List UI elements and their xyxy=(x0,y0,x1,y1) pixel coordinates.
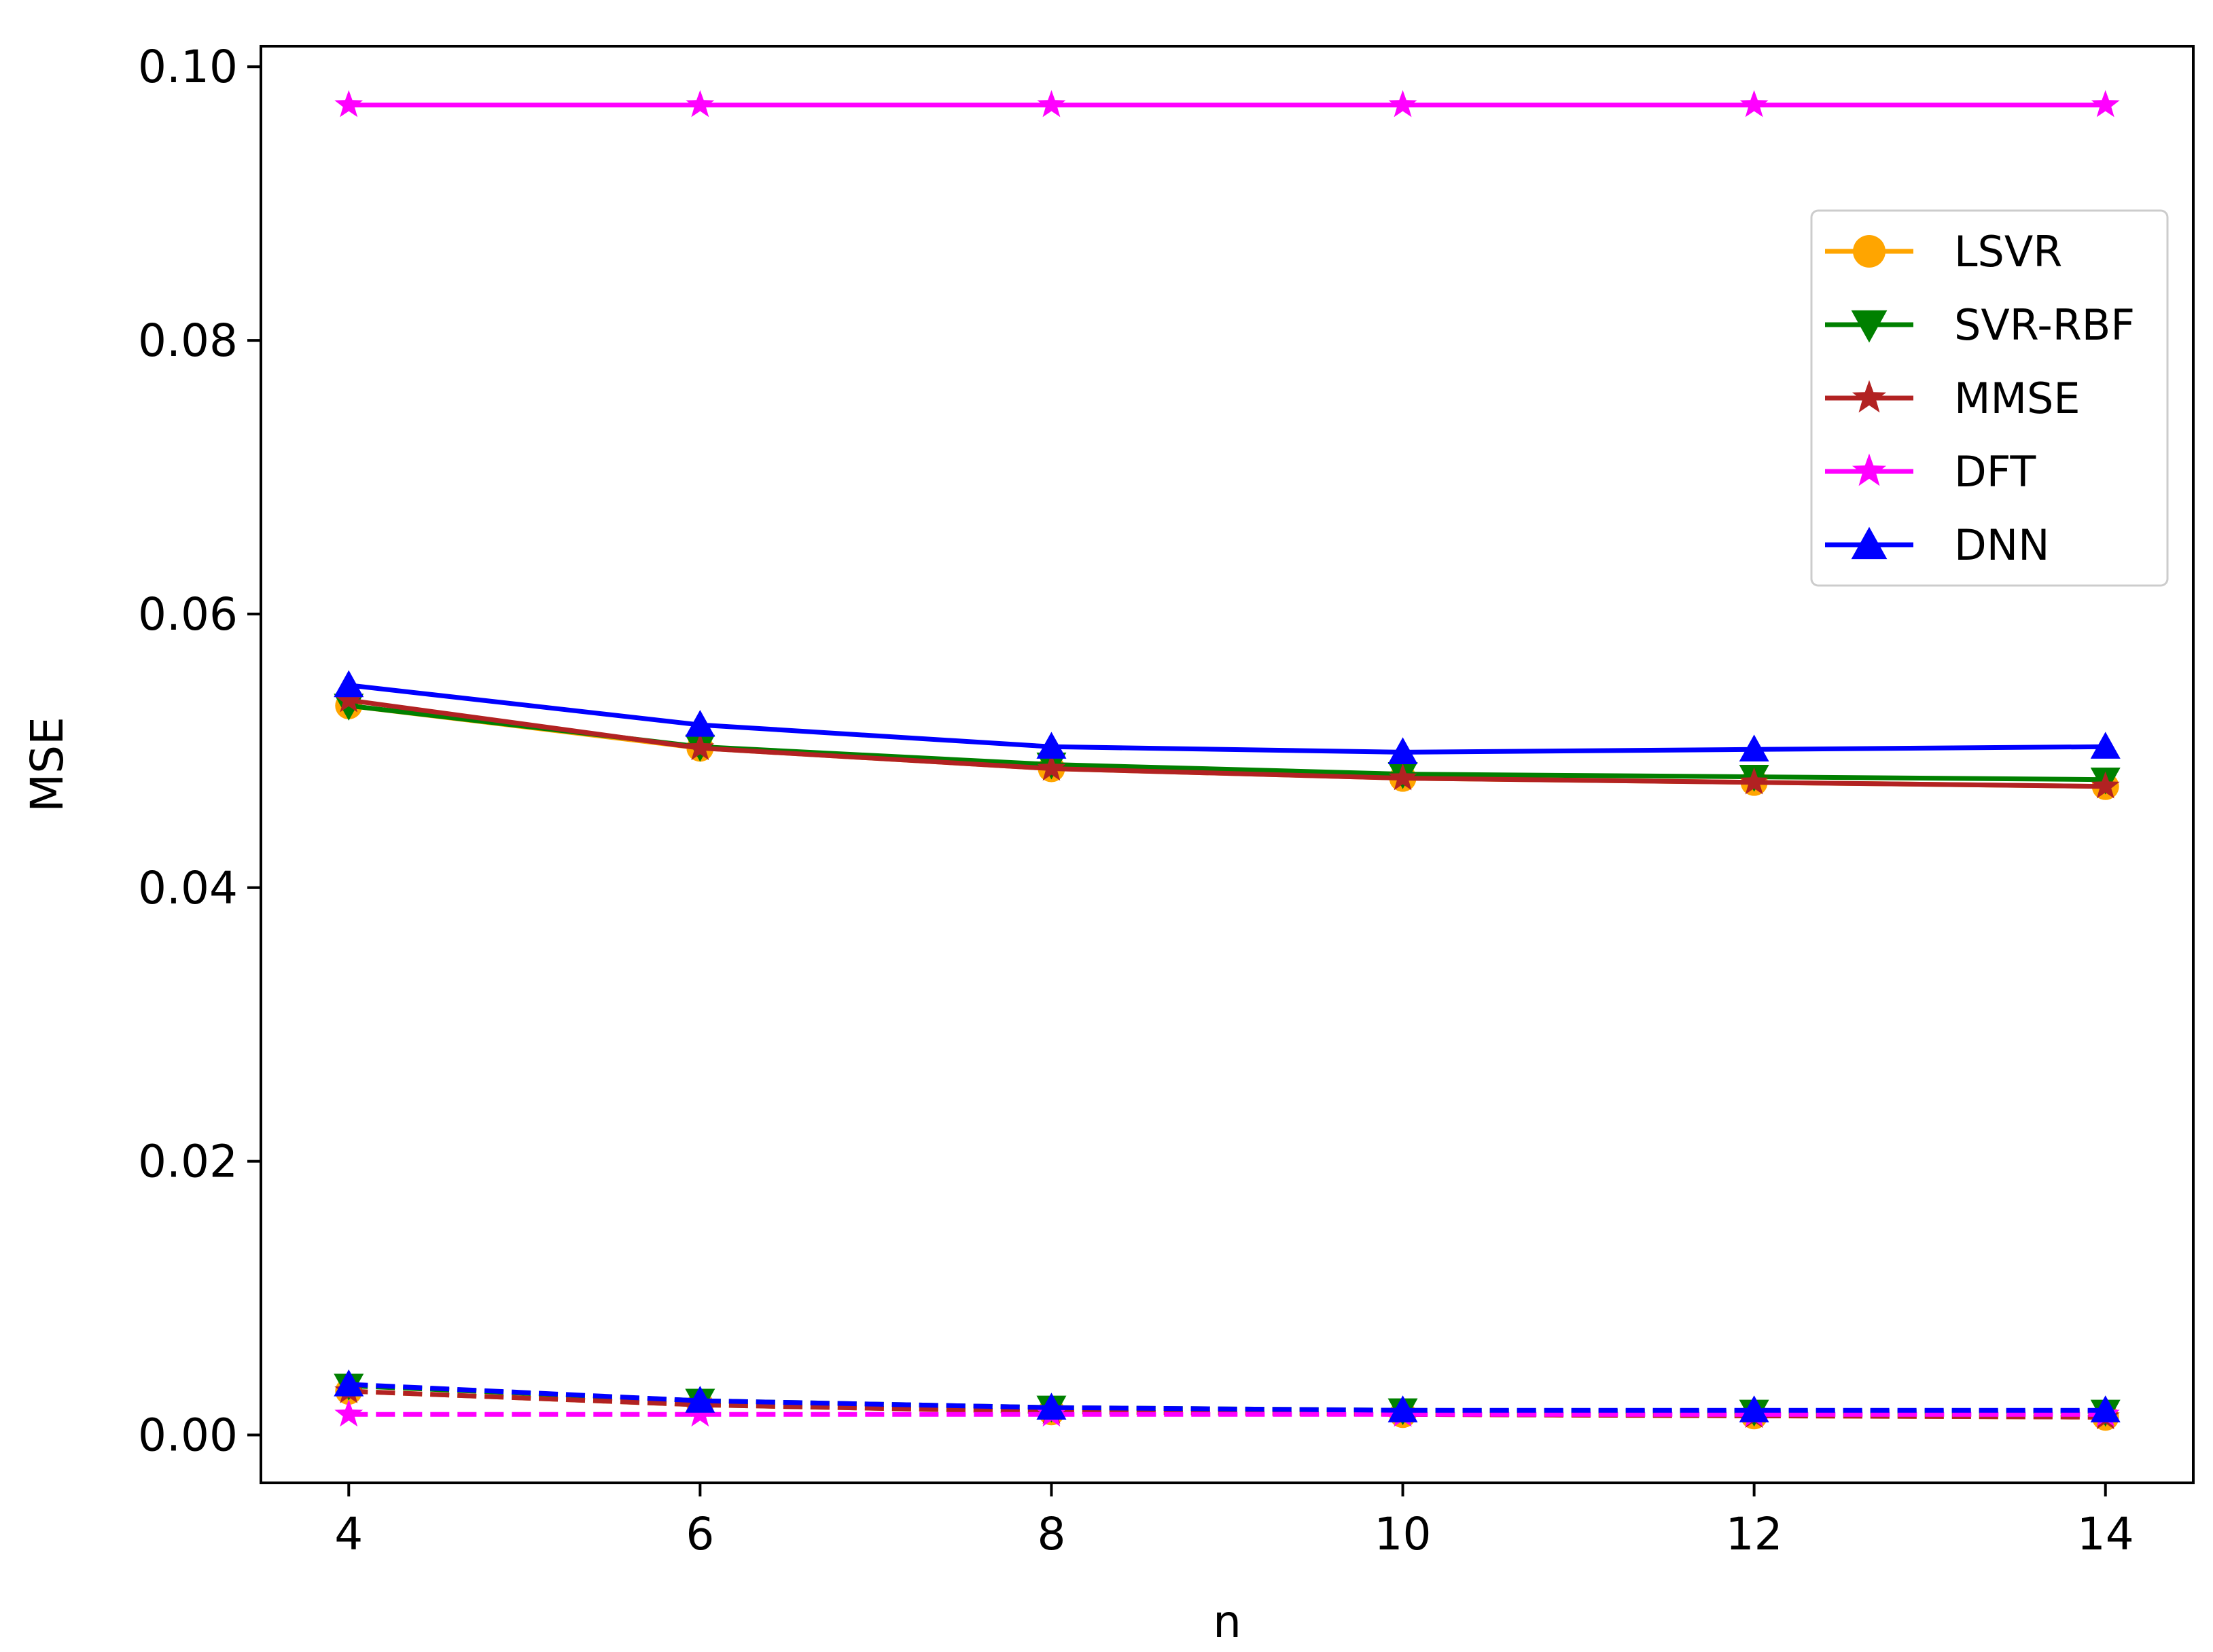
data-point xyxy=(334,685,364,713)
legend-label: SVR-RBF xyxy=(1954,300,2135,350)
legend-label: MMSE xyxy=(1954,374,2081,423)
x-tick-label: 6 xyxy=(686,1508,714,1560)
data-point xyxy=(334,670,364,698)
data-point xyxy=(1036,732,1067,759)
x-tick-label: 4 xyxy=(334,1508,363,1560)
y-tick-label: 0.06 xyxy=(138,588,238,641)
legend-entry: MMSE xyxy=(1825,374,2081,423)
y-tick-label: 0.04 xyxy=(138,862,238,914)
legend-label: DFT xyxy=(1954,447,2036,497)
data-point xyxy=(1388,763,1417,791)
data-point xyxy=(686,90,715,118)
plot-area-frame xyxy=(260,45,2195,1484)
series-line xyxy=(334,90,2120,118)
data-point xyxy=(334,1369,364,1397)
data-point xyxy=(685,710,715,737)
y-tick-label: 0.08 xyxy=(138,315,238,367)
data-point xyxy=(1037,753,1066,781)
series-layer xyxy=(334,90,2121,1431)
data-point xyxy=(2090,1395,2121,1422)
series-path xyxy=(348,698,2106,789)
data-point xyxy=(1739,734,1769,761)
legend-entry: DFT xyxy=(1825,447,2036,497)
series-path xyxy=(349,1382,2106,1413)
y-tick-label: 0.00 xyxy=(138,1409,238,1462)
x-tick-label: 8 xyxy=(1037,1508,1065,1560)
y-axis: 0.00 0.02 0.04 0.06 0.08 0.10 xyxy=(138,41,261,1462)
series-path xyxy=(348,683,2106,755)
x-axis-label: n xyxy=(1213,1596,1241,1648)
data-point xyxy=(1387,737,1418,764)
data-point xyxy=(1851,526,1888,560)
series-dashed xyxy=(334,1369,2121,1422)
data-point xyxy=(2090,732,2121,759)
data-point xyxy=(1739,1395,1769,1422)
legend: LSVR SVR-RBF MMSE DFT DNN xyxy=(1810,209,2169,587)
series-line xyxy=(334,685,2120,799)
y-axis-label: MSE xyxy=(21,717,73,812)
data-point xyxy=(686,733,715,761)
legend-entry: DNN xyxy=(1825,520,2050,570)
y-tick-label: 0.10 xyxy=(138,41,238,93)
data-point xyxy=(2091,90,2120,118)
data-point xyxy=(1036,1393,1067,1420)
data-point xyxy=(1852,453,1887,486)
data-point xyxy=(334,1399,364,1427)
data-point xyxy=(1852,380,1887,413)
x-tick-label: 10 xyxy=(1375,1508,1432,1560)
legend-box xyxy=(1810,209,2169,587)
data-point xyxy=(334,90,364,118)
legend-entry: LSVR xyxy=(1825,227,2062,276)
x-tick-label: 12 xyxy=(1726,1508,1783,1560)
y-tick-label: 0.02 xyxy=(138,1136,238,1188)
data-point xyxy=(2091,771,2120,799)
data-point xyxy=(685,1386,715,1413)
x-axis: 4 6 8 10 12 14 xyxy=(334,1483,2134,1560)
legend-label: LSVR xyxy=(1954,227,2062,276)
data-point xyxy=(1853,235,1886,268)
data-point xyxy=(686,1399,715,1427)
data-point xyxy=(1739,90,1769,118)
data-point xyxy=(1037,90,1066,118)
data-point xyxy=(1388,90,1417,118)
data-point xyxy=(1387,1395,1418,1422)
data-point xyxy=(1851,310,1888,343)
x-tick-label: 14 xyxy=(2077,1508,2134,1560)
legend-label: DNN xyxy=(1954,520,2050,570)
legend-entry: SVR-RBF xyxy=(1825,300,2135,350)
series-line xyxy=(334,670,2121,764)
data-point xyxy=(1739,767,1769,795)
